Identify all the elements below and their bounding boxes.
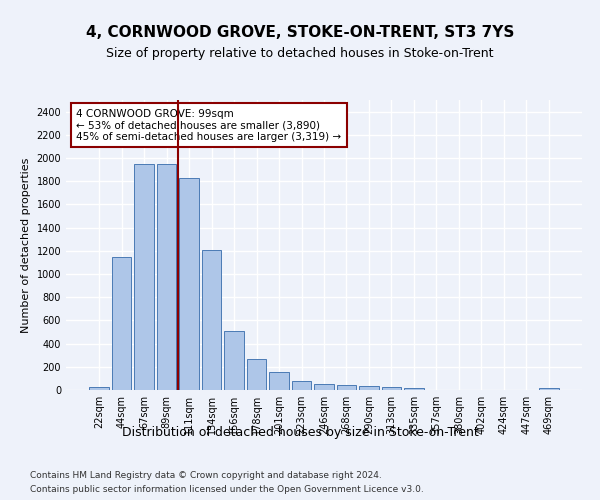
Bar xyxy=(202,250,221,390)
Bar xyxy=(224,331,244,390)
Bar xyxy=(157,164,176,390)
Bar xyxy=(292,380,311,390)
Bar xyxy=(314,384,334,390)
Text: Distribution of detached houses by size in Stoke-on-Trent: Distribution of detached houses by size … xyxy=(122,426,478,439)
Text: Contains public sector information licensed under the Open Government Licence v3: Contains public sector information licen… xyxy=(30,486,424,494)
Bar xyxy=(382,388,401,390)
Bar xyxy=(179,178,199,390)
Text: Size of property relative to detached houses in Stoke-on-Trent: Size of property relative to detached ho… xyxy=(106,48,494,60)
Y-axis label: Number of detached properties: Number of detached properties xyxy=(21,158,31,332)
Bar xyxy=(134,164,154,390)
Bar xyxy=(89,386,109,390)
Bar xyxy=(404,388,424,390)
Bar xyxy=(247,360,266,390)
Bar xyxy=(269,372,289,390)
Bar xyxy=(359,386,379,390)
Bar xyxy=(337,385,356,390)
Text: Contains HM Land Registry data © Crown copyright and database right 2024.: Contains HM Land Registry data © Crown c… xyxy=(30,470,382,480)
Text: 4, CORNWOOD GROVE, STOKE-ON-TRENT, ST3 7YS: 4, CORNWOOD GROVE, STOKE-ON-TRENT, ST3 7… xyxy=(86,25,514,40)
Bar xyxy=(539,388,559,390)
Bar xyxy=(112,256,131,390)
Text: 4 CORNWOOD GROVE: 99sqm
← 53% of detached houses are smaller (3,890)
45% of semi: 4 CORNWOOD GROVE: 99sqm ← 53% of detache… xyxy=(76,108,341,142)
